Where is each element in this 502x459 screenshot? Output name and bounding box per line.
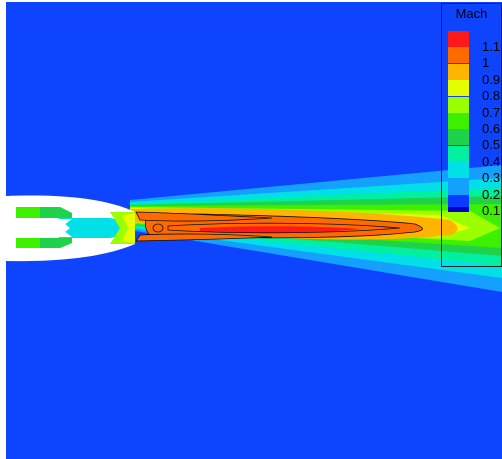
nozzle-flow-wedge (40, 219, 72, 237)
legend-swatch (448, 47, 469, 64)
legend-swatch (448, 96, 469, 113)
jet-lobe-lower (135, 233, 273, 242)
legend-level-label: 0.5 (482, 137, 501, 153)
legend-swatch (448, 63, 469, 80)
legend-level-label: 0.3 (482, 170, 501, 186)
jet-lobe-upper (135, 211, 273, 222)
jet-core-contour (167, 222, 401, 234)
nozzle-flow-lower-inner (40, 238, 72, 248)
jet-core-ring (152, 223, 164, 233)
legend-level-label: 0.1 (482, 203, 501, 218)
legend-swatch (448, 113, 469, 129)
legend-swatch (448, 129, 469, 146)
legend-swatch (448, 195, 469, 211)
legend-swatch (448, 80, 469, 97)
legend-swatch (448, 31, 469, 47)
legend-level-label: 1.1 (482, 39, 501, 54)
legend-level-label: 0.8 (482, 88, 501, 104)
legend-title: Mach (455, 6, 488, 21)
legend-swatch (448, 145, 469, 162)
nozzle-flow-upper-inner (40, 207, 72, 218)
legend-swatch (448, 178, 469, 195)
legend-level-label: 0.9 (482, 71, 501, 87)
jet-core-1.1 (200, 226, 362, 233)
nozzle-flow-center (58, 218, 130, 238)
legend-level-label: 0.7 (482, 104, 501, 120)
legend-swatch-low (448, 207, 469, 213)
legend-swatch (448, 162, 469, 179)
legend-level-label: 0.6 (482, 121, 501, 136)
mach-legend: Mach 1.1 1 0.9 0.8 0.7 0.6 0.5 0.4 0.3 0.2 0.1 (441, 3, 502, 267)
legend-level-label: 0.2 (482, 186, 501, 202)
legend-level-label: 1 (482, 55, 490, 71)
nozzle-flow-exit-core (122, 213, 135, 243)
legend-level-label: 0.4 (482, 153, 501, 169)
